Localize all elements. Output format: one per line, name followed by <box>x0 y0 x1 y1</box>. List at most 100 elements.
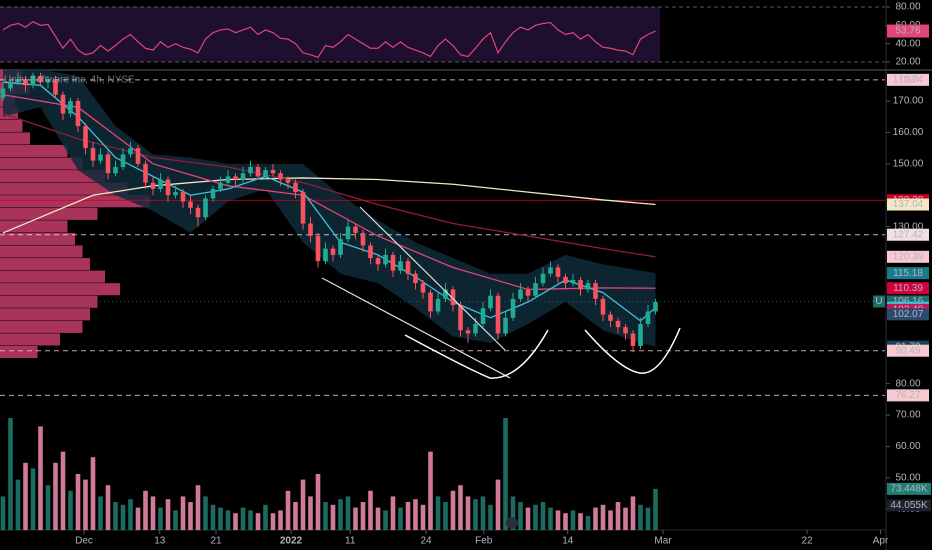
volume-bar <box>525 507 531 530</box>
y-tick-label: 40.00 <box>895 38 920 49</box>
volume-bar <box>165 499 171 530</box>
candle-body <box>608 314 613 321</box>
volume-profile-bar <box>0 144 68 158</box>
candle-body <box>488 295 493 309</box>
volume-bar <box>23 462 28 530</box>
candle-body <box>203 198 208 218</box>
volume-bar <box>623 507 628 530</box>
volume-bar <box>8 418 13 530</box>
candle-body <box>240 173 246 180</box>
price-label: 110.39 <box>893 283 923 294</box>
volume-bar <box>143 490 148 530</box>
y-tick-label: 80.00 <box>895 378 920 389</box>
price-label: 76.27 <box>895 390 920 401</box>
rsi-pane <box>0 6 885 63</box>
volume-profile-bar <box>0 132 30 145</box>
volume-bar <box>615 502 621 530</box>
volume-bar <box>225 510 231 530</box>
candle-body <box>653 302 658 312</box>
volume-bar <box>315 474 321 530</box>
volume-bar <box>653 488 658 530</box>
volume-bar <box>203 496 208 530</box>
candle-body <box>120 154 126 167</box>
volume-profile-bar <box>0 170 105 183</box>
volume-bar <box>368 490 373 530</box>
volume-bar <box>308 496 313 530</box>
candle-body <box>443 289 448 299</box>
volume-bar <box>398 507 403 530</box>
volume-profile-bar <box>0 270 105 283</box>
rsi-line <box>2 20 656 59</box>
candle-body <box>353 226 358 233</box>
x-tick-label: 22 <box>801 536 813 547</box>
volume-bar <box>180 496 186 530</box>
rsi-value-badge <box>887 24 929 38</box>
candle-body <box>165 179 171 196</box>
chart-title: Unity Software Inc, 4h, NYSE <box>4 75 135 86</box>
volume-bar <box>338 499 343 530</box>
candle-body <box>248 166 253 174</box>
x-tick-label: Dec <box>75 536 93 547</box>
volume-bar <box>480 496 486 530</box>
volume-bar <box>645 507 651 530</box>
volume-bar <box>323 502 328 530</box>
candle-body <box>638 323 643 346</box>
symbol-label: U <box>875 296 882 307</box>
volume-profile-bar <box>0 232 75 245</box>
candle-body <box>255 166 261 177</box>
volume-bar <box>578 513 583 530</box>
candle-body <box>473 323 478 334</box>
candle-body <box>420 283 426 293</box>
candle-body <box>338 239 343 255</box>
y-tick-label: 150.00 <box>893 158 924 169</box>
x-tick-label: 14 <box>562 536 574 547</box>
y-tick-label: 60.00 <box>895 441 920 452</box>
volume-bar <box>135 507 141 530</box>
candle-body <box>615 320 621 328</box>
candle-body <box>398 261 403 271</box>
earnings-icon[interactable] <box>506 517 518 529</box>
candle-body <box>518 289 523 299</box>
candle-body <box>578 280 583 290</box>
candle-body <box>113 166 118 174</box>
volume-bar <box>428 451 433 530</box>
volume-bar <box>83 479 88 530</box>
y-tick-label: 50.00 <box>895 473 920 484</box>
candle-body <box>458 305 463 331</box>
candle-body <box>53 79 58 95</box>
rsi-band <box>0 6 660 63</box>
candle-body <box>428 292 433 312</box>
volume-bar <box>128 499 133 530</box>
volume-bar <box>218 507 223 530</box>
volume-bar <box>563 513 568 530</box>
price-badge <box>887 73 929 86</box>
pattern-curve <box>584 327 681 374</box>
candle-body <box>263 170 268 177</box>
candle-body <box>360 232 366 246</box>
candle-body <box>323 248 328 262</box>
x-tick-label: Feb <box>475 536 493 547</box>
candle-body <box>38 75 43 83</box>
volume-bar <box>443 502 448 530</box>
candle-body <box>308 223 313 237</box>
volume-bar <box>345 496 351 530</box>
x-tick-label: Apr <box>873 536 889 547</box>
candle-body <box>495 295 501 334</box>
candle-body <box>435 298 441 312</box>
candle-body <box>278 173 283 180</box>
volume-bar <box>488 504 493 530</box>
volume-bar <box>173 510 178 530</box>
candle-body <box>330 248 336 255</box>
price-pane <box>0 69 885 530</box>
volume-bar <box>585 516 591 530</box>
candle-body <box>225 176 231 183</box>
volume-bar <box>30 468 36 530</box>
volume-bar <box>540 502 546 530</box>
earnings-marker[interactable] <box>506 517 518 529</box>
volume-bar <box>210 504 216 530</box>
candle-body <box>383 254 388 265</box>
candle-body <box>300 192 306 224</box>
candle-body <box>23 79 28 86</box>
x-tick-label: 21 <box>210 536 222 547</box>
price-badge <box>887 267 929 280</box>
